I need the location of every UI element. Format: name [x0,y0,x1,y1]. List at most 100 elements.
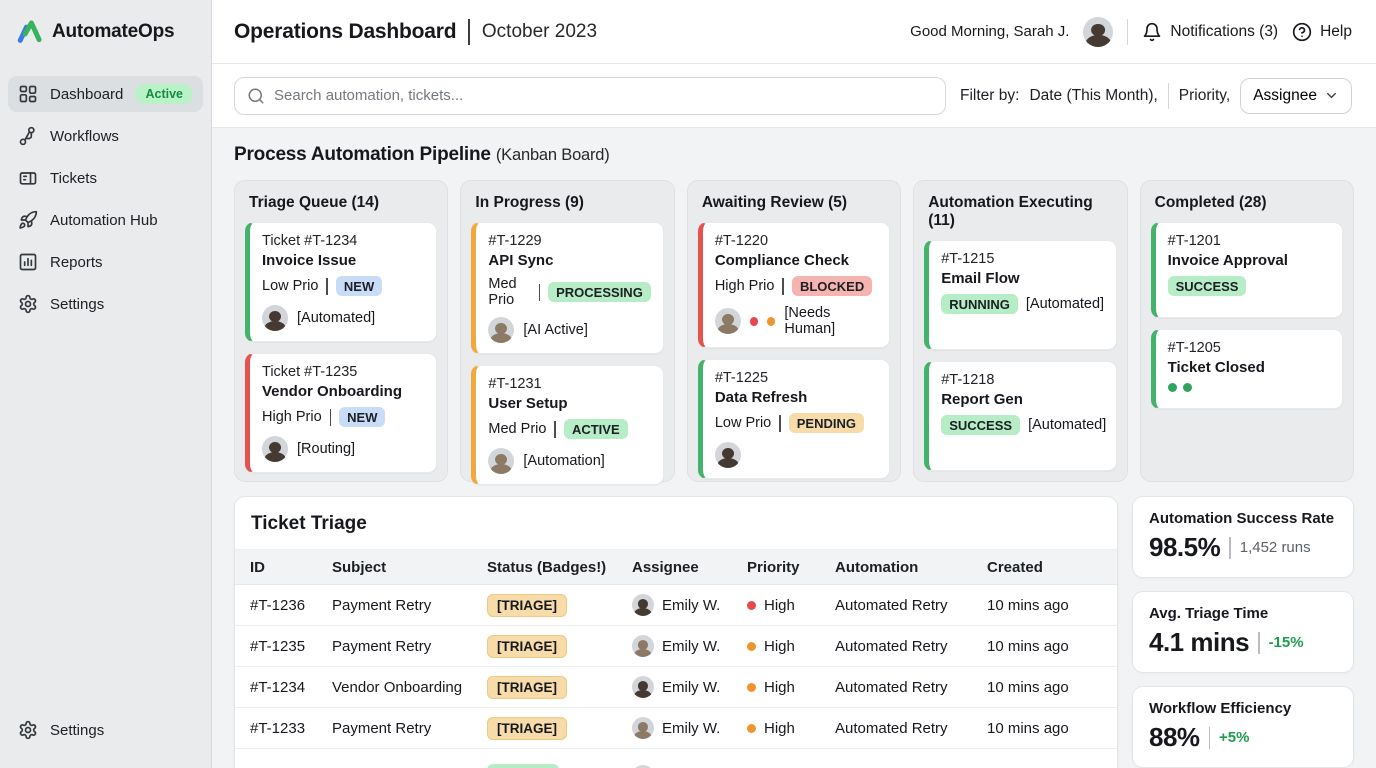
assignee-avatar [488,317,515,343]
kanban-card[interactable]: #T-1220 Compliance Check High Prio BLOCK… [697,222,891,348]
notifications-button[interactable]: Notifications (3) [1142,22,1278,42]
kanban-card[interactable]: #T-1231 User Setup Med Prio ACTIVE [Auto… [471,365,664,485]
card-title: Data Refresh [714,389,808,406]
stat-card-success-rate: Automation Success Rate 98.5% 1,452 runs [1132,496,1354,578]
kanban-board: Triage Queue (14) Ticket #T-1234 Invoice… [234,180,1355,485]
stats-column: Automation Success Rate 98.5% 1,452 runs… [1132,496,1354,768]
help-circle-icon [1292,22,1312,42]
cell-automation: Automated Retry [835,596,948,614]
assignee-avatar [714,308,741,334]
sidebar-item-dashboard[interactable]: Dashboard Active [8,76,203,112]
col-header-status: Status (Badges!) [487,558,607,576]
kanban-column-automation-executing: Automation Executing (11) #T-1215 Email … [913,180,1128,482]
col-header-subject: Subject [332,558,387,576]
card-priority: Med Prio [488,421,547,437]
meta-divider [326,277,328,295]
table-row-partial[interactable] [235,749,1117,768]
card-ticket-id: #T-1218 [941,372,995,388]
card-tag: [Automated] [297,310,376,326]
red-status-dot [749,316,759,326]
table-row[interactable]: #T-1235 Payment Retry [TRIAGE] Emily W. … [235,626,1117,667]
cell-created: 10 mins ago [987,719,1069,737]
page-period: October 2023 [481,20,598,42]
table-row[interactable]: #T-1234 Vendor Onboarding [TRIAGE] Emily… [235,667,1117,708]
sidebar-item-reports[interactable]: Reports [8,244,203,280]
user-avatar[interactable] [1083,16,1114,47]
sidebar-item-label: Dashboard [50,85,124,103]
card-title: User Setup [488,395,568,412]
card-title: Report Gen [941,391,1023,408]
kanban-card[interactable]: #T-1205 Ticket Closed [1150,329,1344,409]
table-row[interactable]: #T-1236 Payment Retry [TRIAGE] Emily W. … [235,585,1117,626]
cell-created: 10 mins ago [987,596,1069,614]
main-area: Operations Dashboard October 2023 Good M… [212,0,1376,768]
kanban-card[interactable]: #T-1218 Report Gen SUCCESS [Automated] [924,361,1117,471]
help-button[interactable]: Help [1292,22,1352,42]
cell-subject: Payment Retry [332,719,432,737]
header-actions: Good Morning, Sarah J. Notifications (3)… [910,16,1352,47]
status-badge: ACTIVE [563,419,628,439]
meta-divider [539,283,541,301]
green-status-dot [1182,383,1192,392]
sidebar-item-automation-hub[interactable]: Automation Hub [8,202,203,238]
stat-label: Workflow Efficiency [1149,700,1292,717]
card-title: Ticket Closed [1167,359,1265,376]
cell-priority-label: High [764,596,795,614]
sidebar-item-label: Settings [50,295,105,313]
cell-automation: Automated Retry [835,637,948,655]
cell-assignee-name: Emily W. [662,678,721,696]
search-box[interactable] [234,76,946,115]
sidebar-item-workflows[interactable]: Workflows [8,118,203,154]
filter-date[interactable]: Date (This Month), [1029,86,1158,104]
stat-divider [1229,536,1231,559]
assignee-label: Assignee [1253,86,1317,104]
card-priority: Med Prio [488,276,517,308]
cell-automation: Automated Retry [835,719,948,737]
sidebar-item-label: Workflows [50,127,119,145]
card-tag: [Automation] [523,453,605,469]
cell-priority-label: High [764,719,795,737]
stat-card-triage-time: Avg. Triage Time 4.1 mins -15% [1132,591,1354,673]
kanban-card[interactable]: Ticket #T-1234 Invoice Issue Low Prio NE… [245,222,438,342]
status-badge [487,763,559,768]
assignee-dropdown[interactable]: Assignee [1240,77,1352,114]
assignee-avatar [632,765,654,768]
triage-badge: [TRIAGE] [487,675,567,699]
toolbar: Filter by: Date (This Month), Priority, … [212,64,1376,128]
ticket-triage-table: Ticket Triage ID Subject Status (Badges!… [234,496,1118,768]
green-status-dot [1167,383,1177,392]
card-title: Compliance Check [714,252,850,269]
search-input[interactable] [274,87,933,104]
sidebar-bottom-settings[interactable]: Settings [8,712,203,748]
logo: AutomateOps [8,18,203,46]
cell-assignee-name: Emily W. [662,637,721,655]
meta-divider [554,420,556,438]
sidebar-item-settings[interactable]: Settings [8,286,203,322]
kanban-card[interactable]: Ticket #T-1235 Vendor Onboarding High Pr… [245,353,438,473]
ticket-icon [18,168,38,188]
status-badge: SUCCESS [941,415,1021,435]
card-tag: [Automated] [1028,417,1107,433]
kanban-title: Process Automation Pipeline [234,144,491,165]
card-ticket-id: #T-1229 [488,233,542,249]
assignee-avatar [488,448,515,474]
status-badge: NEW [339,407,386,427]
status-badge: PENDING [788,413,864,433]
kanban-card[interactable]: #T-1225 Data Refresh Low Prio PENDING [697,359,891,479]
kanban-card[interactable]: #T-1201 Invoice Approval SUCCESS [1150,222,1344,318]
sidebar-item-tickets[interactable]: Tickets [8,160,203,196]
meta-divider [782,277,784,295]
kanban-card[interactable]: #T-1229 API Sync Med Prio PROCESSING [AI… [471,222,664,354]
col-header-automation: Automation [835,558,919,576]
filter-priority[interactable]: Priority, [1178,86,1231,104]
card-title: Invoice Approval [1167,252,1288,269]
kanban-card[interactable]: #T-1215 Email Flow RUNNING [Automated] [924,240,1117,350]
column-title: Automation Executing (11) [928,194,1093,229]
table-row[interactable]: #T-1233 Payment Retry [TRIAGE] Emily W. … [235,708,1117,749]
assignee-avatar [632,594,654,616]
card-ticket-id: #T-1231 [488,376,542,392]
title-divider [468,18,470,45]
card-title: Vendor Onboarding [262,383,403,400]
sidebar: AutomateOps Dashboard Active Workflows [0,0,212,768]
assignee-avatar [262,436,288,462]
